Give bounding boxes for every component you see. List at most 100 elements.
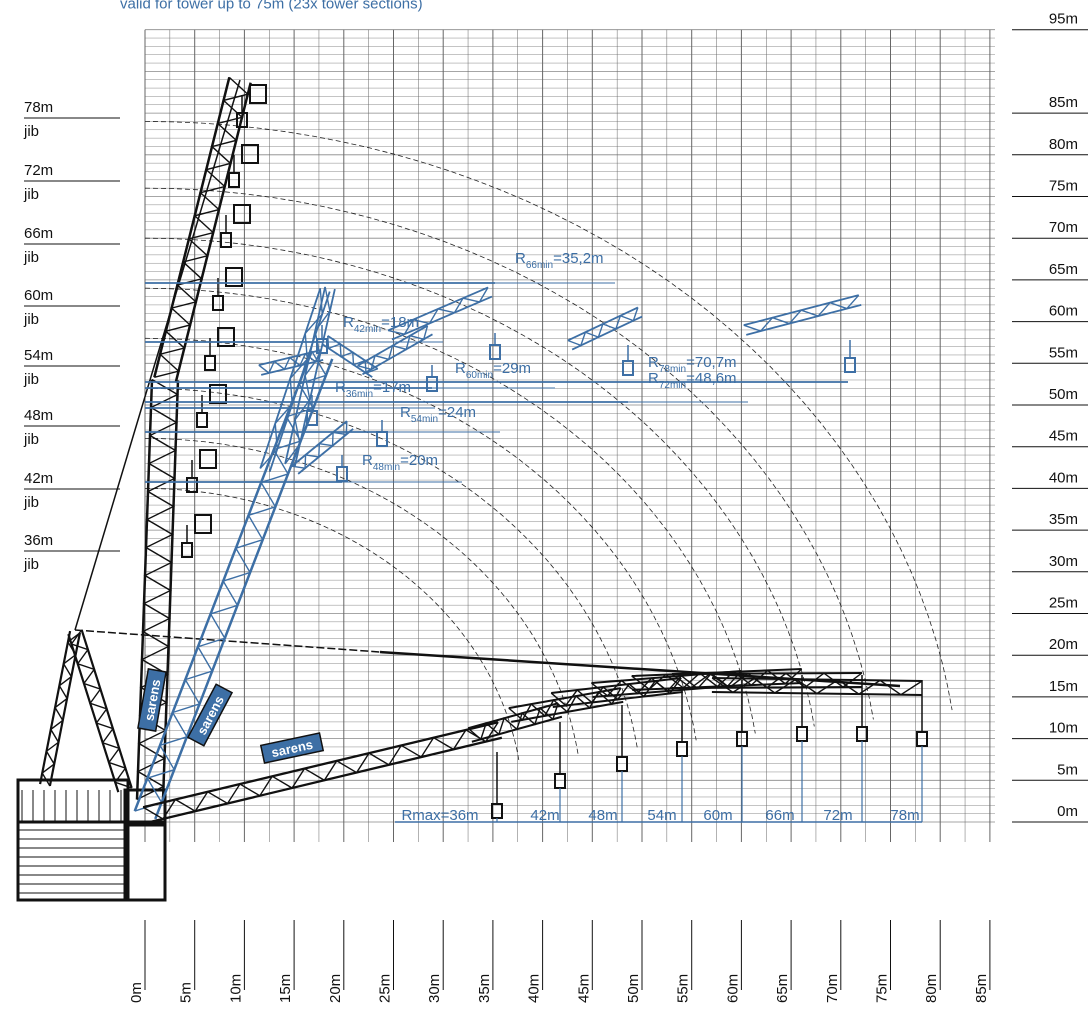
base-2: [123, 788, 167, 827]
reach-arc: [144, 488, 520, 762]
reach-arc: [144, 121, 953, 711]
radius-value: =18m: [381, 314, 419, 331]
jib-head: [233, 204, 251, 224]
hook-block: [186, 477, 198, 493]
bottom-label: 85m: [973, 974, 990, 1003]
radius-sub: 60min: [466, 370, 493, 381]
pendant: [74, 629, 381, 653]
radius-label: R60min=29m: [455, 360, 531, 381]
base-lower: [16, 820, 130, 902]
pendant: [379, 650, 901, 688]
lattice-web: [387, 287, 489, 336]
jib-length: 78m: [24, 99, 53, 116]
radius-sub: 54min: [411, 414, 438, 425]
hook-block: [916, 731, 928, 747]
jib-word: jib: [23, 494, 39, 511]
jib-head: [199, 449, 217, 469]
radius-value: =48,6m: [686, 370, 736, 387]
right-label: 40m: [1049, 469, 1078, 486]
hook-block: [622, 360, 634, 376]
right-label: 80m: [1049, 136, 1078, 153]
right-label: 15m: [1049, 678, 1078, 695]
radius-main: R: [335, 379, 346, 396]
radius-value: =24m: [438, 404, 476, 421]
radius-sub: 66min: [526, 260, 553, 271]
jib-head: [209, 384, 227, 404]
hook-block: [212, 295, 224, 311]
right-label: 70m: [1049, 219, 1078, 236]
lattice-web: [467, 703, 559, 741]
hook-block: [228, 172, 240, 188]
bottom-dim: Rmax=36m: [401, 807, 478, 824]
reach-arc: [144, 187, 874, 720]
hook-block: [196, 412, 208, 428]
hook-block: [204, 355, 216, 371]
hook-block: [316, 338, 328, 354]
hook-block: [220, 232, 232, 248]
caption: valid for tower up to 75m (23x tower sec…: [120, 0, 423, 12]
bottom-label: 55m: [675, 974, 692, 1003]
jib-word: jib: [23, 123, 39, 140]
right-label: 65m: [1049, 261, 1078, 278]
radius-sub: 72min: [659, 380, 686, 391]
jib-head: [241, 144, 259, 164]
bottom-label: 75m: [874, 974, 891, 1003]
lattice-web: [41, 632, 81, 787]
bottom-label: 0m: [128, 982, 145, 1003]
lattice-web: [259, 288, 323, 469]
reach-arc: [144, 387, 638, 748]
lattice-web: [142, 721, 499, 820]
jib-word: jib: [23, 249, 39, 266]
hook-block: [336, 466, 348, 482]
lattice-web: [711, 677, 923, 696]
logo: sarens: [137, 668, 167, 732]
hook-block: [489, 344, 501, 360]
radius-main: R: [362, 452, 373, 469]
bottom-label: 15m: [277, 974, 294, 1003]
jib-word: jib: [23, 186, 39, 203]
hook-block: [554, 773, 566, 789]
hook-block: [844, 357, 856, 373]
lattice-chord: [135, 379, 180, 801]
right-label: 30m: [1049, 553, 1078, 570]
lattice-web: [291, 421, 348, 470]
radius-main: R: [455, 360, 466, 377]
logo-box: [137, 668, 167, 732]
hook-block: [491, 803, 503, 819]
lattice-web: [284, 286, 331, 465]
hook-block: [426, 376, 438, 392]
radius-label: R54min=24m: [400, 404, 476, 425]
jib-length: 42m: [24, 470, 53, 487]
hook-block: [236, 112, 248, 128]
right-label: 35m: [1049, 511, 1078, 528]
reach-arc: [144, 438, 579, 755]
logo-box: [259, 732, 325, 764]
jib-word: jib: [23, 431, 39, 448]
bottom-label: 50m: [625, 974, 642, 1003]
radius-sub: 42min: [354, 324, 381, 335]
radius-value: =35,2m: [553, 250, 603, 267]
jib-length: 72m: [24, 162, 53, 179]
jib-word: jib: [23, 556, 39, 573]
radius-main: R: [648, 370, 659, 387]
jib-length: 60m: [24, 287, 53, 304]
bottom-dim: 54m: [647, 807, 676, 824]
bottom-label: 25m: [377, 974, 394, 1003]
base-lower-2: [123, 820, 167, 902]
radius-label: R36min=17m: [335, 379, 411, 400]
radius-value: =70,7m: [686, 354, 736, 371]
right-label: 0m: [1057, 803, 1078, 820]
lattice-web: [70, 629, 132, 789]
lattice-chord: [567, 306, 643, 351]
lattice-chord: [743, 294, 862, 336]
bottom-dim: 66m: [765, 807, 794, 824]
right-label: 45m: [1049, 428, 1078, 445]
bottom-label: 35m: [476, 974, 493, 1003]
radius-value: =20m: [400, 452, 438, 469]
right-label: 50m: [1049, 386, 1078, 403]
hook-block: [676, 741, 688, 757]
right-label: 10m: [1049, 720, 1078, 737]
jib-word: jib: [23, 371, 39, 388]
radius-sub: 36min: [346, 389, 373, 400]
